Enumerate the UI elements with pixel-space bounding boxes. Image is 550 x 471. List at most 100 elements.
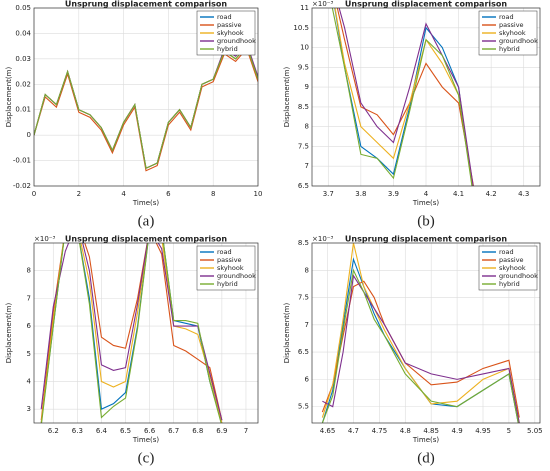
x-tick-label: 10 (254, 190, 263, 198)
y-tick-label: 7 (27, 294, 31, 302)
subplot: 3.7 3.8 3.9 4 4.1 4.2 4.3 6.5 7 7.5 8 8.5 9 9.5 10 10.5… (283, 0, 541, 229)
x-axis-label: Time(s) (132, 436, 160, 444)
y-tick-label: 7.5 (298, 142, 309, 150)
x-tick-label: 4.1 (453, 190, 464, 198)
x-tick-label: 4.9 (452, 427, 463, 435)
x-tick-label: 4 (121, 190, 126, 198)
series-line (40, 243, 223, 421)
plot-lines (34, 42, 258, 172)
x-tick-label: 6.5 (120, 427, 131, 435)
series-line (40, 243, 223, 423)
y-tick-label: 7 (305, 162, 309, 170)
legend-label: hybrid (217, 45, 238, 53)
x-tick-label: 3.9 (388, 190, 399, 198)
legend-label: groundhook (499, 37, 538, 45)
x-tick-label: 6.6 (144, 427, 156, 435)
x-tick-label: 6.8 (192, 427, 203, 435)
y-tick-label: 6.5 (298, 182, 309, 190)
legend-label: groundhook (499, 272, 538, 280)
x-tick-label: 6.7 (168, 427, 179, 435)
legend-label: skyhook (217, 29, 244, 37)
x-tick-label: 2 (77, 190, 81, 198)
legend-label: road (499, 13, 514, 21)
y-tick-label: 6 (305, 375, 310, 383)
subplot-label: (b) (417, 213, 435, 229)
x-tick-label: 4.3 (518, 190, 529, 198)
subplot: 6.2 6.3 6.4 6.5 6.6 6.7 6.8 6.9 7 3 4 5 6 7 8 Unsprung … (5, 235, 259, 466)
x-tick-label: 6.4 (96, 427, 108, 435)
x-axis-label: Time(s) (132, 199, 160, 207)
y-tick-label: -0.02 (13, 182, 31, 190)
legend-label: hybrid (217, 280, 238, 288)
y-axis-label: Displacement(m) (5, 303, 13, 364)
legend-label: road (217, 13, 232, 21)
legend-box (478, 245, 538, 291)
y-tick-label: 4 (27, 377, 32, 385)
y-tick-label: 5.5 (298, 403, 309, 411)
y-tick-label: 0.04 (15, 29, 31, 37)
y-tick-label: 0.01 (15, 106, 31, 114)
x-tick-label: 4.7 (348, 427, 359, 435)
series-line (40, 243, 223, 423)
subplot: 0 2 4 6 8 10 -0.02 -0.01 0 0.01 0.02 0.03 0.04 0.05 Un… (5, 0, 262, 229)
series-line (336, 8, 475, 186)
y-multiplier: ×10⁻³ (34, 235, 55, 243)
y-tick-label: 0.03 (15, 55, 31, 63)
y-tick-label: 6 (27, 322, 32, 330)
series-line (34, 47, 258, 172)
y-tick-label: 11 (300, 4, 309, 12)
y-tick-label: 0 (27, 131, 31, 139)
legend-label: skyhook (217, 264, 244, 272)
x-tick-label: 4.75 (372, 427, 388, 435)
series-line (322, 274, 520, 423)
x-axis-label: Time(s) (412, 199, 440, 207)
axes-frame (311, 7, 541, 187)
x-tick-label: 4.65 (320, 427, 336, 435)
x-tick-label: 7 (244, 427, 248, 435)
subplot: 4.65 4.7 4.75 4.8 4.85 4.9 4.95 5 5.05 5.5 6 6.5 7 7.… (283, 235, 543, 467)
y-tick-label: 9 (305, 83, 309, 91)
series-line (41, 243, 222, 423)
chart-title: Unsprung displacement comparison (65, 235, 228, 244)
x-axis-label: Time(s) (412, 436, 440, 444)
y-axis-label: Displacement(m) (283, 67, 291, 128)
legend-label: passive (217, 256, 242, 264)
y-axis-label: Displacement(m) (5, 67, 13, 128)
y-tick-label: 8 (305, 266, 309, 274)
legend-label: hybrid (499, 280, 520, 288)
series-line (334, 8, 473, 186)
legend-label: road (499, 248, 514, 256)
y-multiplier: ×10⁻³ (312, 0, 333, 8)
x-tick-label: 6.9 (216, 427, 227, 435)
series-line (321, 268, 519, 423)
y-tick-label: 10.5 (293, 24, 309, 32)
axes-frame (33, 7, 259, 187)
series-line (331, 8, 473, 186)
x-tick-label: 3.7 (323, 190, 334, 198)
x-tick-label: 6 (166, 190, 171, 198)
x-tick-label: 4 (424, 190, 429, 198)
legend-label: passive (499, 256, 524, 264)
y-tick-label: 9.5 (298, 63, 309, 71)
axes-frame (311, 242, 541, 424)
subplot-label: (d) (417, 450, 435, 466)
x-tick-label: 5 (507, 427, 511, 435)
y-multiplier: ×10⁻³ (312, 235, 333, 243)
series-line (334, 8, 474, 186)
y-tick-label: 8.5 (298, 239, 309, 247)
legend-label: groundhook (217, 37, 256, 45)
y-tick-label: 8 (305, 123, 309, 131)
subplot-label: (c) (138, 450, 155, 466)
y-tick-label: 5 (27, 350, 31, 358)
axes-frame (33, 242, 259, 424)
series-line (40, 243, 223, 421)
y-tick-label: 3 (27, 405, 31, 413)
legend-label: skyhook (499, 29, 526, 37)
legend-label: passive (217, 21, 242, 29)
y-tick-label: 7 (305, 321, 309, 329)
series-line (321, 243, 520, 423)
x-tick-label: 3.8 (355, 190, 366, 198)
x-tick-label: 4.95 (475, 427, 491, 435)
y-tick-label: 6.5 (298, 348, 309, 356)
